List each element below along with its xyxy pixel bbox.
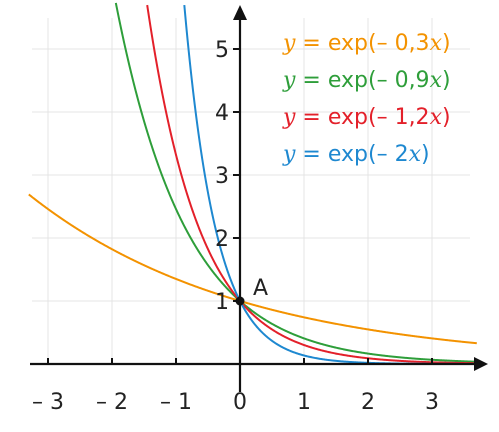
x-tick-label: – 2	[96, 390, 128, 415]
point-a-label: A	[253, 276, 268, 301]
legend-entry: y = exp(– 1,2x)	[282, 105, 451, 130]
x-tick-label: 0	[233, 390, 247, 415]
point-a-marker	[235, 296, 245, 306]
y-tick-label: 2	[215, 227, 229, 252]
y-tick-label: 5	[215, 38, 229, 63]
legend-eq: =	[295, 68, 327, 93]
ticks: – 3 – 2 – 1 0 1 2 3 1 2 3 4 5	[32, 38, 439, 415]
legend-eq: =	[295, 142, 327, 167]
series-line	[146, 4, 477, 365]
legend-close: )	[442, 31, 451, 56]
legend-fn: exp(– 1,2	[328, 105, 430, 130]
legend-close: )	[421, 142, 430, 167]
x-tick-label: 3	[425, 390, 439, 415]
legend-entry: y = exp(– 2x)	[282, 142, 430, 167]
legend-fn: exp(– 2	[328, 142, 409, 167]
grid	[32, 18, 470, 364]
legend-close: )	[442, 105, 451, 130]
legend-lhs: y	[282, 68, 296, 93]
legend-lhs: y	[282, 31, 296, 56]
y-axis-arrow	[233, 5, 247, 20]
legend-entry: y = exp(– 0,3x)	[282, 31, 451, 56]
legend: y = exp(– 0,3x)y = exp(– 0,9x)y = exp(– …	[282, 31, 451, 167]
legend-fn: exp(– 0,3	[328, 31, 430, 56]
legend-var: x	[430, 31, 443, 56]
point-a-group: A	[235, 276, 268, 306]
legend-lhs: y	[282, 105, 296, 130]
legend-entry: y = exp(– 0,9x)	[282, 68, 451, 93]
legend-fn: exp(– 0,9	[328, 68, 430, 93]
y-tick-label: 3	[215, 164, 229, 189]
series-line	[114, 2, 477, 363]
y-tick-label: 1	[215, 290, 229, 315]
legend-eq: =	[295, 31, 327, 56]
legend-lhs: y	[282, 142, 296, 167]
legend-var: x	[430, 105, 443, 130]
x-axis-arrow	[474, 357, 488, 371]
x-tick-label: 1	[297, 390, 311, 415]
legend-var: x	[430, 68, 443, 93]
axes	[30, 5, 488, 392]
series-line	[28, 193, 477, 345]
y-tick-label: 4	[215, 101, 229, 126]
legend-var: x	[409, 142, 422, 167]
x-tick-label: – 1	[160, 390, 192, 415]
legend-eq: =	[295, 105, 327, 130]
x-tick-label: 2	[361, 390, 375, 415]
x-tick-label: – 3	[32, 390, 64, 415]
legend-close: )	[442, 68, 451, 93]
curves	[28, 2, 477, 365]
